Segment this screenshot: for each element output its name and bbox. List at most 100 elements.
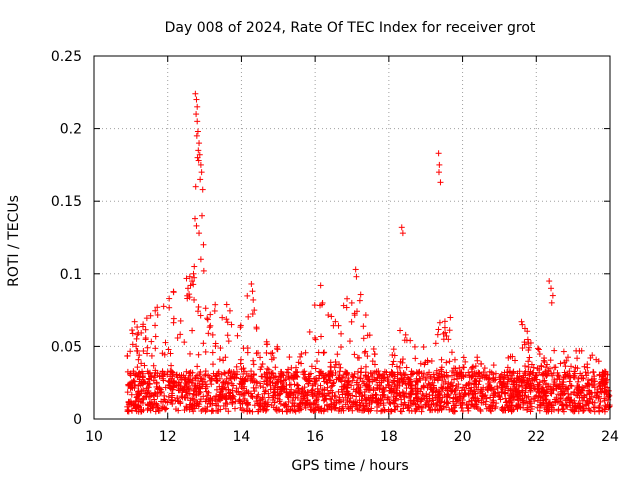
- data-point: [518, 318, 525, 325]
- data-point: [599, 372, 606, 379]
- data-point: [135, 382, 142, 389]
- data-point: [381, 368, 388, 375]
- data-point: [362, 372, 369, 379]
- data-point: [198, 212, 205, 219]
- data-point: [381, 388, 388, 395]
- data-point: [138, 408, 145, 415]
- data-point: [134, 364, 141, 371]
- data-point: [225, 386, 232, 393]
- data-point: [486, 368, 493, 375]
- data-point: [348, 299, 355, 306]
- data-point: [190, 391, 197, 398]
- data-point: [413, 375, 420, 382]
- data-point: [458, 404, 465, 411]
- data-point: [591, 378, 598, 385]
- data-point: [182, 394, 189, 401]
- data-point: [168, 394, 175, 401]
- data-point: [464, 404, 471, 411]
- data-point: [344, 397, 351, 404]
- data-point: [390, 358, 397, 365]
- data-point: [233, 374, 240, 381]
- data-point: [438, 356, 445, 363]
- data-point: [435, 392, 442, 399]
- data-point: [402, 401, 409, 408]
- data-point: [228, 321, 235, 328]
- data-point: [506, 398, 513, 405]
- data-point: [154, 393, 161, 400]
- data-point: [361, 407, 368, 414]
- data-point: [187, 350, 194, 357]
- data-point: [203, 398, 210, 405]
- data-point: [504, 402, 511, 409]
- data-point: [585, 405, 592, 412]
- data-point: [248, 393, 255, 400]
- data-point: [492, 403, 499, 410]
- data-point: [450, 395, 457, 402]
- data-point: [428, 401, 435, 408]
- data-point: [216, 356, 223, 363]
- data-point: [178, 393, 185, 400]
- data-point: [134, 331, 141, 338]
- data-point: [511, 357, 518, 364]
- data-point: [399, 389, 406, 396]
- data-point: [411, 343, 418, 350]
- data-point: [136, 378, 143, 385]
- data-point: [127, 372, 134, 379]
- data-point: [565, 390, 572, 397]
- data-point: [197, 385, 204, 392]
- data-point: [543, 406, 550, 413]
- data-point: [126, 398, 133, 405]
- data-point: [288, 364, 295, 371]
- data-point: [234, 371, 241, 378]
- data-point: [363, 381, 370, 388]
- data-point: [387, 385, 394, 392]
- data-point: [378, 408, 385, 415]
- data-point: [264, 381, 271, 388]
- y-tick-label: 0.1: [60, 267, 82, 283]
- data-point: [191, 274, 198, 281]
- data-point: [320, 375, 327, 382]
- data-point: [190, 396, 197, 403]
- data-point: [362, 363, 369, 370]
- data-point: [177, 317, 184, 324]
- data-point: [404, 374, 411, 381]
- grid-lines: [94, 56, 610, 419]
- data-point: [581, 363, 588, 370]
- data-point: [338, 344, 345, 351]
- data-point: [510, 387, 517, 394]
- data-point: [139, 380, 146, 387]
- data-point: [245, 401, 252, 408]
- data-point: [450, 382, 457, 389]
- data-point: [423, 399, 430, 406]
- data-point: [534, 397, 541, 404]
- data-point: [211, 396, 218, 403]
- data-point: [233, 388, 240, 395]
- data-point: [130, 368, 137, 375]
- data-point: [356, 402, 363, 409]
- data-point: [212, 340, 219, 347]
- data-point: [202, 305, 209, 312]
- data-point: [185, 386, 192, 393]
- data-point: [494, 383, 501, 390]
- data-point: [284, 366, 291, 373]
- data-point: [413, 385, 420, 392]
- data-point: [215, 393, 222, 400]
- data-point: [254, 379, 261, 386]
- data-point: [437, 179, 444, 186]
- data-point: [174, 374, 181, 381]
- data-point: [499, 404, 506, 411]
- data-point: [561, 373, 568, 380]
- data-point: [261, 400, 268, 407]
- data-point: [477, 406, 484, 413]
- data-point: [566, 378, 573, 385]
- data-point: [354, 368, 361, 375]
- data-point: [211, 307, 218, 314]
- x-tick-label: 24: [601, 429, 619, 445]
- data-point: [539, 378, 546, 385]
- data-point: [438, 384, 445, 391]
- data-point: [194, 118, 201, 125]
- data-point: [387, 400, 394, 407]
- data-point: [299, 393, 306, 400]
- data-point: [187, 397, 194, 404]
- data-point: [505, 376, 512, 383]
